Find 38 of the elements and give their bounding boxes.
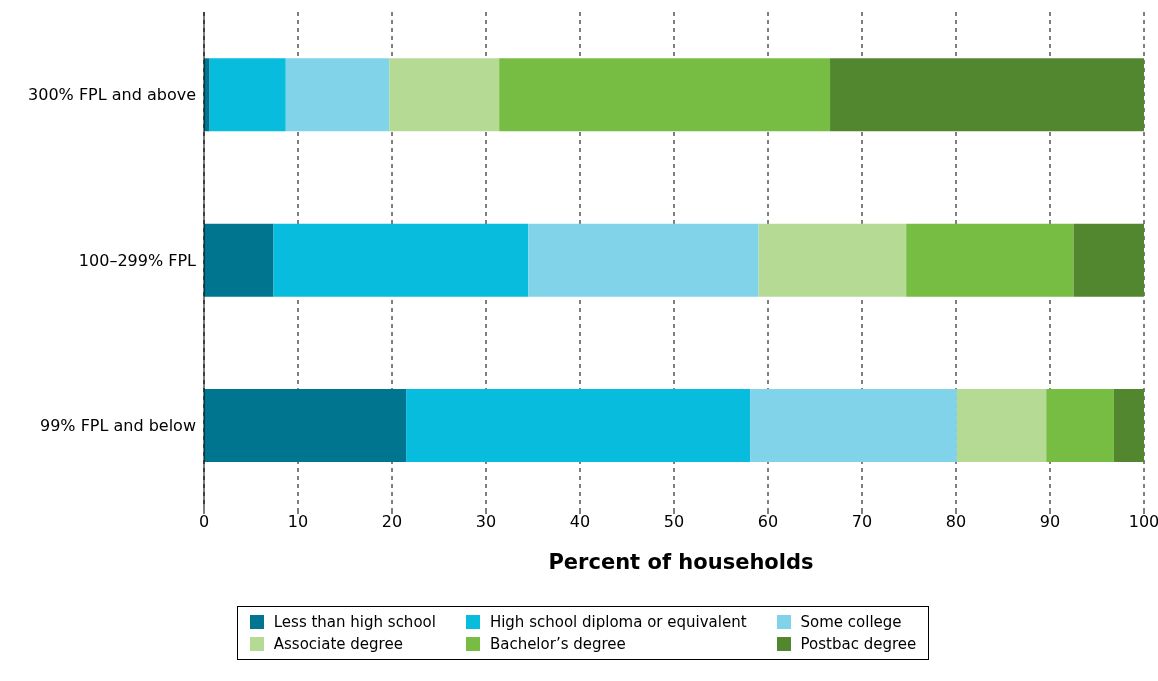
bar (1046, 388, 1114, 462)
x-tick-label: 30 (475, 512, 497, 532)
bar (528, 223, 759, 297)
legend-label: High school diploma or equivalent (489, 613, 747, 631)
x-tick-label: 60 (757, 512, 779, 532)
x-axis-title: Percent of households (547, 550, 815, 574)
bar (406, 388, 751, 462)
bar (209, 58, 286, 132)
bar (906, 223, 1074, 297)
bar (204, 223, 274, 297)
y-tick-label: 100–299% FPL (78, 250, 197, 270)
legend-label: Postbac degree (800, 635, 917, 653)
bar (956, 388, 1047, 462)
bar (389, 58, 500, 132)
legend-label: Associate degree (273, 635, 403, 653)
x-tick-label: 90 (1039, 512, 1061, 532)
x-tick-label: 0 (198, 512, 210, 532)
legend-label: Bachelor’s degree (489, 635, 626, 653)
bar (499, 58, 831, 132)
x-tick-label: 80 (945, 512, 967, 532)
bar (750, 388, 957, 462)
bar (758, 223, 907, 297)
bar (1073, 223, 1144, 297)
x-tick-label: 40 (569, 512, 591, 532)
x-tick-label: 50 (663, 512, 685, 532)
legend-label: Less than high school (273, 613, 436, 631)
x-tick-label: 100 (1128, 512, 1158, 532)
y-tick-label: 300% FPL and above (28, 85, 196, 105)
x-tick-label: 10 (287, 512, 309, 532)
bar (1113, 388, 1144, 462)
bar (830, 58, 1144, 132)
bar (204, 388, 407, 462)
bar (273, 223, 529, 297)
y-tick-label: 99% FPL and below (39, 416, 196, 436)
legend-label: Some college (800, 613, 902, 631)
bar (285, 58, 390, 132)
x-tick-label: 70 (851, 512, 873, 532)
x-tick-label: 20 (381, 512, 403, 532)
